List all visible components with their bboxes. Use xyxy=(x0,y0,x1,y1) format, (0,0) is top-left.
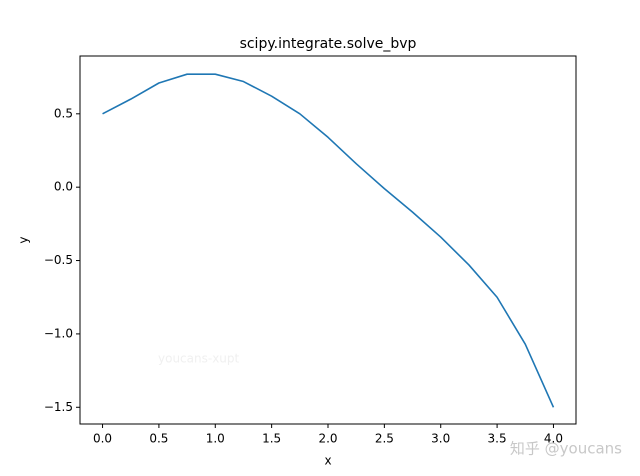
x-tick-label: 3.5 xyxy=(488,432,507,446)
x-tick-label: 0.5 xyxy=(149,432,168,446)
x-tick-label: 4.0 xyxy=(544,432,563,446)
axes-frame xyxy=(79,55,577,425)
y-tick-label: 0.5 xyxy=(54,106,73,120)
chart-title: scipy.integrate.solve_bvp xyxy=(240,36,417,52)
y-axis-label: y xyxy=(17,236,31,243)
x-tick-label: 1.0 xyxy=(206,432,225,446)
x-tick-label: 2.5 xyxy=(375,432,394,446)
y-tick-label: −1.5 xyxy=(44,400,73,414)
x-tick-label: 0.0 xyxy=(93,432,112,446)
x-tick-label: 2.0 xyxy=(318,432,337,446)
y-tick-label: 0.0 xyxy=(54,180,73,194)
watermark: 知乎 @youcans xyxy=(510,440,622,458)
y-tick-label: −1.0 xyxy=(44,326,73,340)
x-tick-label: 1.5 xyxy=(262,432,281,446)
y-tick-label: −0.5 xyxy=(44,253,73,267)
x-tick-label: 3.0 xyxy=(431,432,450,446)
x-axis-label: x xyxy=(324,454,331,468)
watermark: youcans-xupt xyxy=(158,352,240,366)
line xyxy=(102,73,555,408)
